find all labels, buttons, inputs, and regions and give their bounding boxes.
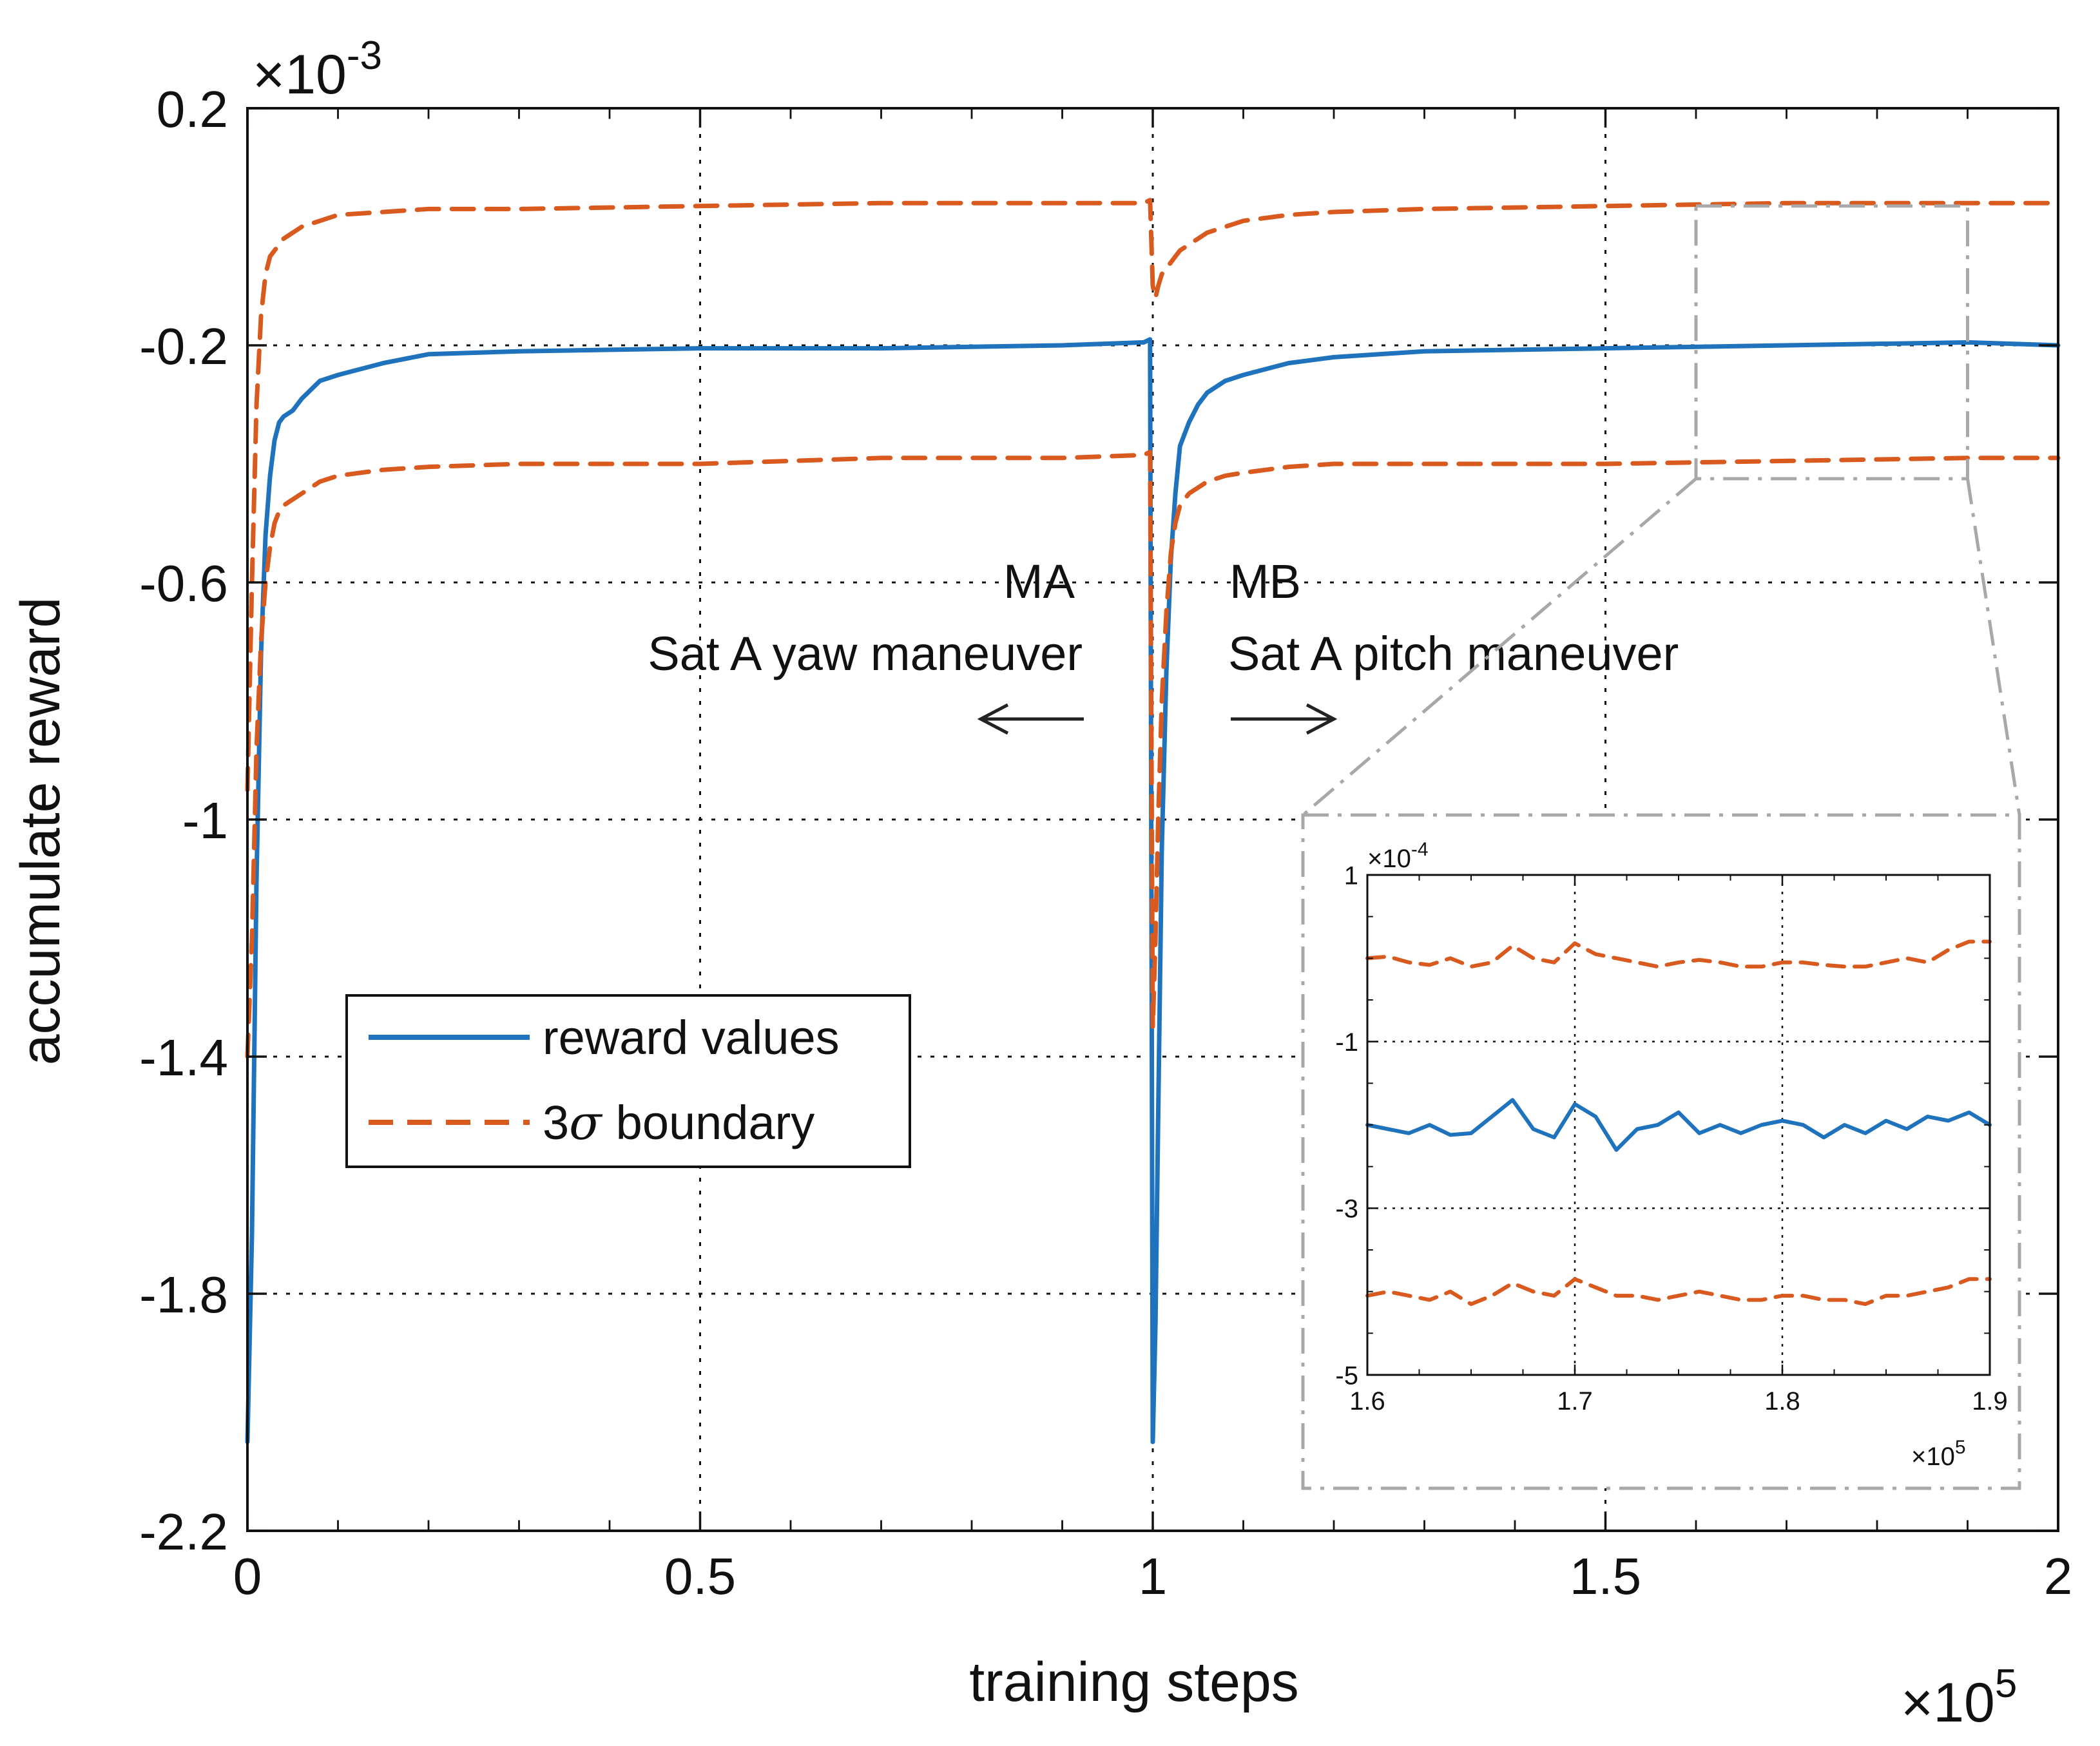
main-y-tick-label: -1.4 [139,1029,228,1086]
inset-lower-boundary-line [1365,1277,1992,1307]
main-y-tick-label: -0.6 [139,555,228,612]
x-axis-title: training steps [969,1651,1299,1713]
legend: reward values 3σ boundary [345,994,911,1168]
inset-x-exponent-power: 5 [1955,1437,1966,1458]
main-y-tick-label: 0.2 [157,81,228,138]
main-x-tick-label: 0 [233,1548,262,1605]
y-exponent-label: ×10-3 [253,34,382,106]
y-exponent-power: -3 [347,34,382,78]
main-x-tick-label: 1 [1139,1548,1168,1605]
arrow-right-icon [1231,703,1338,735]
inset-x-tick-label: 1.9 [1972,1387,2008,1415]
inset-y-exponent-power: -4 [1411,839,1429,860]
inset-x-tick-label: 1.6 [1349,1387,1385,1415]
mb-label: MB [1229,555,1301,608]
main-y-tick-label: -2.2 [139,1503,228,1560]
legend-box [345,994,911,1168]
x-exponent-label: ×105 [1901,1662,2017,1734]
zoom-rectangle [1694,204,1969,481]
inset-y-tick-label: -1 [1335,1028,1358,1057]
inset-y-tick-label: 1 [1344,861,1358,890]
main-lower-boundary-line [245,450,2061,1059]
legend-reward-label: reward values [543,1011,840,1064]
x-exponent-power: 5 [1995,1662,2017,1706]
inset-x-tick-label: 1.8 [1764,1387,1800,1415]
main-lines [245,198,2061,1444]
inset-background [1301,813,2021,1490]
inset-plot: 1.6 1.7 1.8 1.9 1 -1 -3 -5 ×10-4 ×105 [1301,813,2021,1490]
inset-x-tick-label: 1.7 [1557,1387,1593,1415]
legend-boundary-label: 3σ boundary [543,1095,814,1151]
zoom-connector-left [1302,477,1697,816]
zoom-indicator [1302,204,2021,816]
main-y-tick-label: -0.2 [139,318,228,375]
inset-y-tick-label: -3 [1335,1195,1358,1223]
zoom-connector-right [1966,478,2021,816]
main-ticks: 0 0.5 1 1.5 2 0.2 -0.2 -0.6 -1 -1.4 -1.8 -2.2 [139,81,2072,1605]
main-x-tick-label: 2 [2044,1548,2073,1605]
inset-y-exponent-label: ×10-4 [1367,839,1429,873]
main-x-tick-label: 0.5 [664,1548,736,1605]
main-x-tick-label: 1.5 [1570,1548,1641,1605]
inset-lines [1365,939,1992,1307]
inset-y-tick-label: -5 [1335,1361,1358,1390]
main-upper-boundary-line [245,198,2061,792]
inset-reward-line [1365,1098,1992,1152]
inset-grid [1367,875,1990,1375]
arrow-left-icon [977,703,1084,735]
main-reward-line [245,337,2061,1444]
inset-upper-boundary-line [1365,939,1992,969]
main-y-tick-label: -1 [182,792,228,849]
legend-sigma: σ [569,1095,603,1151]
inset-x-exponent-label: ×105 [1911,1437,1966,1471]
y-axis-title: accumulate reward [10,597,72,1066]
inset-ticks: 1.6 1.7 1.8 1.9 1 -1 -3 -5 [1335,861,2007,1415]
mb-text: Sat A pitch maneuver [1228,627,1679,680]
ma-text: Sat A yaw maneuver [648,627,1083,680]
main-y-tick-label: -1.8 [139,1266,228,1323]
ma-label: MA [1003,555,1075,608]
